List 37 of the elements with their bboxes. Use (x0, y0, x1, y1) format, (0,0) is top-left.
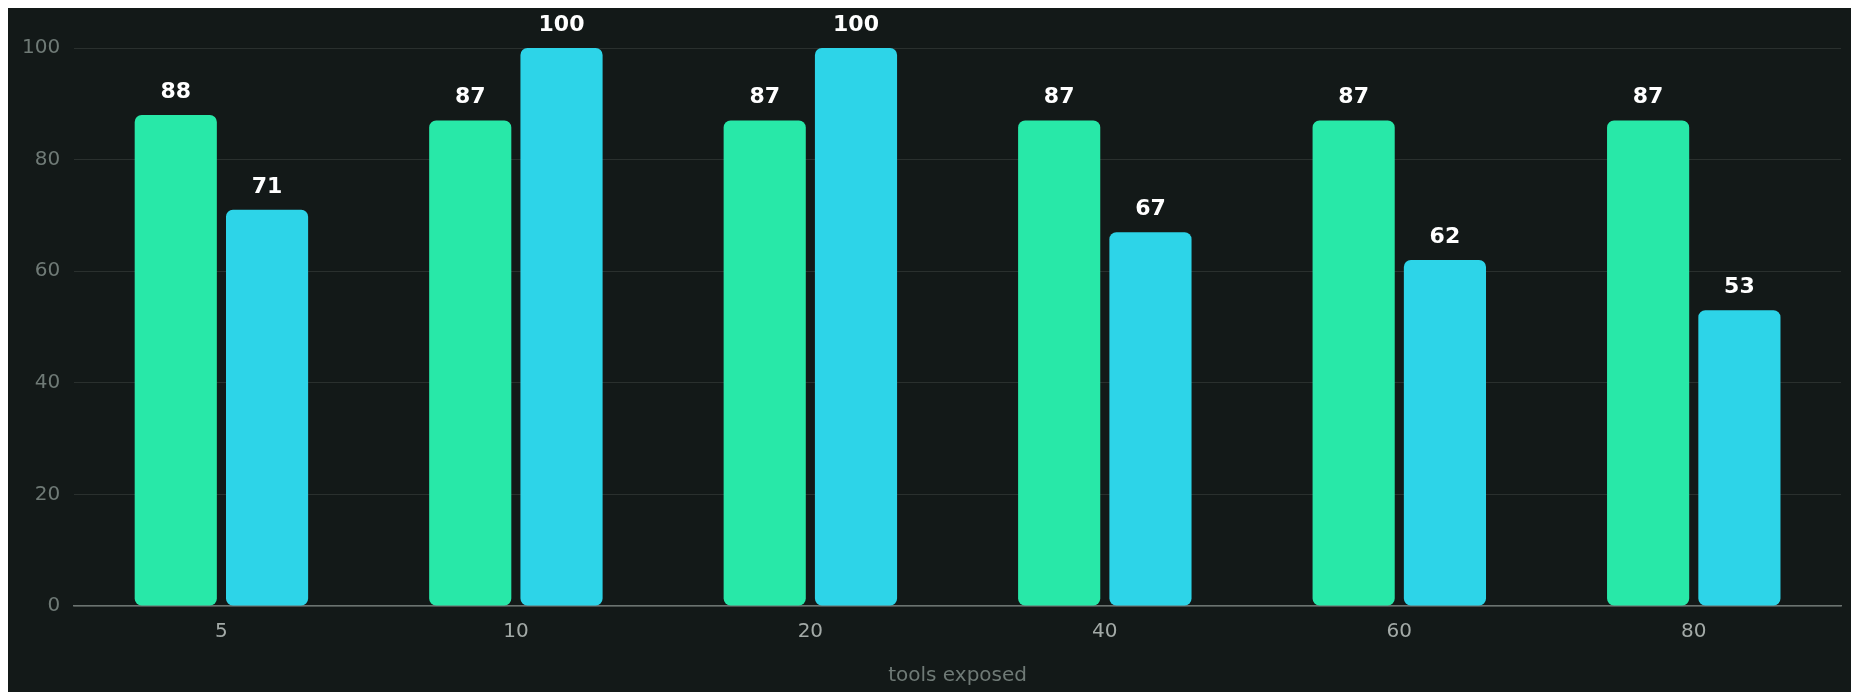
x-tick-label: 40 (1092, 618, 1118, 643)
data-label: 87 (749, 83, 781, 109)
y-tick-label: 100 (21, 34, 61, 59)
y-tick-label: 0 (47, 592, 61, 617)
bar (1403, 260, 1487, 606)
data-label: 53 (1724, 272, 1755, 298)
bar (1109, 232, 1192, 606)
data-label: 87 (1632, 83, 1664, 109)
y-tick-label: 40 (34, 369, 61, 393)
x-tick-label: 60 (1386, 618, 1413, 643)
x-tick-label: 80 (1681, 618, 1707, 643)
bar (134, 114, 217, 606)
bar (1018, 120, 1101, 606)
x-tick-label: 5 (215, 618, 228, 643)
bar (1607, 120, 1690, 606)
data-label: 87 (454, 83, 486, 109)
y-tick-label: 80 (34, 145, 61, 170)
bar (520, 48, 603, 606)
data-label: 88 (160, 77, 192, 103)
x-axis-title: tools exposed (888, 662, 1027, 687)
bar (814, 48, 898, 606)
data-label: 87 (1338, 83, 1369, 109)
bar (429, 120, 512, 606)
y-tick-label: 60 (34, 257, 61, 282)
data-label: 67 (1135, 194, 1166, 220)
bar (225, 209, 309, 606)
data-label: 87 (1043, 83, 1075, 109)
data-label: 71 (251, 172, 283, 198)
y-tick-label: 20 (34, 480, 61, 505)
bar (1698, 310, 1781, 606)
data-label: 62 (1429, 222, 1461, 248)
bar (1312, 120, 1395, 606)
data-label: 100 (833, 10, 879, 36)
x-tick-label: 20 (797, 618, 824, 643)
data-label: 100 (538, 10, 585, 36)
x-tick-label: 10 (503, 618, 529, 643)
bar (723, 120, 806, 606)
